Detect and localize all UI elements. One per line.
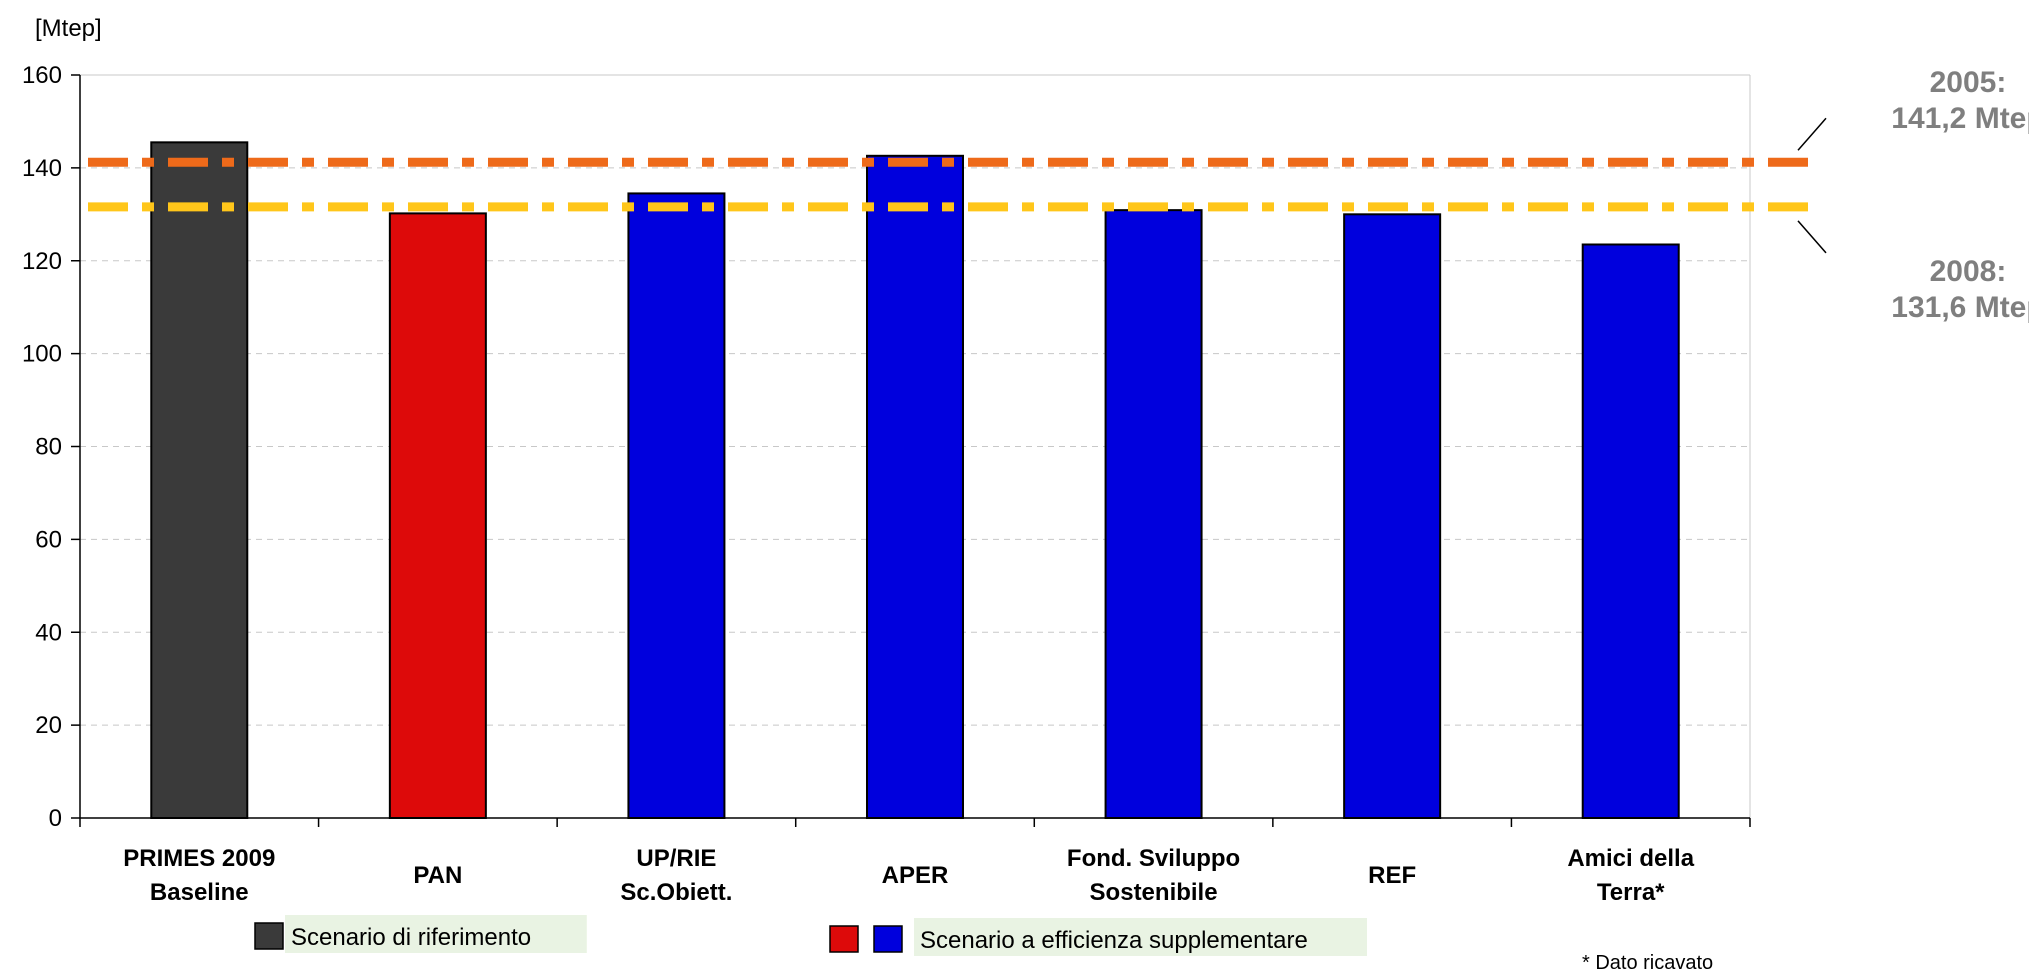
reference-label: 141,2 Mtep xyxy=(1891,102,2029,135)
x-category-labels: PRIMES 2009 Baseline PAN UP/RIE Sc.Obiett. AP… xyxy=(123,845,1694,906)
legend-swatch xyxy=(254,922,284,950)
gridlines xyxy=(80,74,1750,726)
axes xyxy=(71,74,1751,827)
x-category-label: APER xyxy=(882,862,949,889)
y-tick-label: 100 xyxy=(22,341,62,368)
x-category-label: Sc.Obiett. xyxy=(620,879,732,906)
x-category-label: PAN xyxy=(413,862,462,889)
x-category-label: PRIMES 2009 xyxy=(123,845,275,872)
legend: Scenario di riferimento Scenario a effici… xyxy=(254,915,1367,956)
reference-leader xyxy=(1797,220,1827,254)
footnote: * Dato ricavato xyxy=(1582,952,1713,972)
reference-leader xyxy=(1797,117,1827,151)
x-category-label: Baseline xyxy=(150,879,249,906)
y-tick-label: 140 xyxy=(22,155,62,182)
legend-label-bg xyxy=(914,918,1367,956)
y-tick-label: 20 xyxy=(35,712,62,739)
y-tick-label: 60 xyxy=(35,526,62,553)
reference-label: 2008: xyxy=(1930,255,2007,288)
bar xyxy=(866,154,964,819)
bar xyxy=(388,212,487,820)
bars xyxy=(150,141,1680,820)
reference-label: 131,6 Mtep xyxy=(1891,291,2029,324)
bar xyxy=(1581,243,1680,819)
y-tick-label: 80 xyxy=(35,434,62,461)
x-category-label: Amici della xyxy=(1567,845,1694,872)
bar xyxy=(627,192,726,819)
bar xyxy=(1104,209,1203,819)
y-tick-label: 40 xyxy=(35,619,62,646)
bar xyxy=(1343,213,1442,819)
legend-label: Scenario di riferimento xyxy=(291,924,531,951)
bar xyxy=(150,141,249,820)
y-tick-label: 120 xyxy=(22,248,62,275)
x-category-label: Fond. Sviluppo xyxy=(1067,845,1240,872)
y-tick-label: 160 xyxy=(22,62,62,89)
y-axis-unit-label: [Mtep] xyxy=(35,15,102,42)
legend-label-bg xyxy=(285,915,587,953)
x-category-label: Sostenibile xyxy=(1090,879,1218,906)
y-tick-label: 0 xyxy=(49,805,62,832)
x-category-label: Terra* xyxy=(1597,879,1665,906)
legend-label: Scenario a efficienza supplementare xyxy=(920,927,1308,954)
reference-lines: 2005:141,2 Mtep 2008:131,6 Mtep xyxy=(88,66,2029,324)
y-tick-labels: 0 20 40 60 80 100 120 140 160 xyxy=(22,62,62,832)
legend-swatch xyxy=(873,925,903,953)
reference-label: 2005: xyxy=(1930,66,2007,99)
legend-swatch xyxy=(829,925,859,953)
x-category-label: REF xyxy=(1368,862,1416,889)
x-category-label: UP/RIE xyxy=(636,845,716,872)
